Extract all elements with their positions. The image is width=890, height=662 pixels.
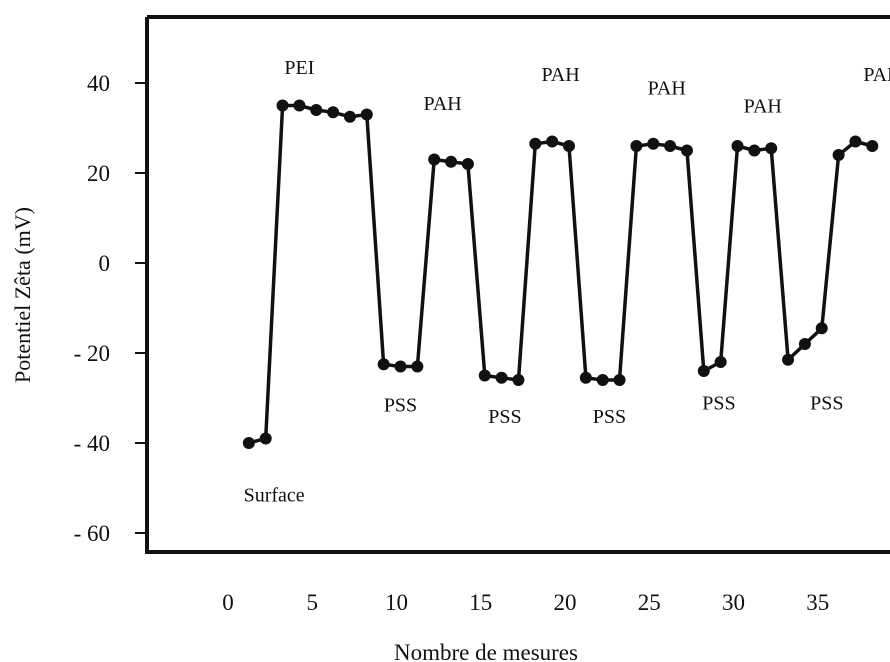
series-group <box>242 99 879 449</box>
data-point <box>714 356 727 368</box>
y-tick-label: - 40 <box>74 431 110 456</box>
y-tick-label: - 60 <box>74 521 110 546</box>
annotation-label: PAH <box>863 64 890 86</box>
data-point <box>529 137 542 150</box>
data-point <box>630 140 643 152</box>
annotation-label: PAH <box>744 95 782 117</box>
data-point <box>798 338 811 350</box>
annotation-label: PSS <box>488 406 521 428</box>
data-point <box>461 158 474 170</box>
annotation-label: PSS <box>384 395 417 417</box>
x-axis: 0 5 10 15 20 25 30 35 <box>222 590 829 615</box>
data-point <box>832 149 845 161</box>
data-point <box>731 140 744 152</box>
data-point <box>259 432 272 445</box>
data-point <box>310 104 323 116</box>
x-tick-labels: 0 5 10 15 20 25 30 35 <box>222 590 829 615</box>
data-point <box>680 144 693 157</box>
x-tick-label: 25 <box>638 590 661 615</box>
annotation-label: PAH <box>541 64 579 86</box>
y-tick-label: 40 <box>87 71 110 96</box>
annotation-label: PSS <box>702 392 735 414</box>
data-point <box>546 135 559 148</box>
y-tick-label: 0 <box>99 251 111 276</box>
y-tick-label: 20 <box>87 161 110 186</box>
data-point <box>343 110 356 123</box>
data-point <box>495 371 508 384</box>
data-point <box>664 140 677 152</box>
annotation-label: PAH <box>424 93 462 115</box>
data-point <box>849 135 862 148</box>
y-tick-labels: 40 20 0 - 20 - 40 - 60 <box>74 71 110 546</box>
x-tick-label: 10 <box>385 590 408 615</box>
data-point <box>765 142 778 155</box>
x-axis-label: Nombre de mesures <box>394 640 578 662</box>
data-point <box>327 106 340 119</box>
data-point <box>411 360 424 373</box>
data-point <box>377 358 390 371</box>
data-point <box>293 99 306 112</box>
data-point <box>512 374 525 386</box>
series-line <box>248 103 873 445</box>
annotation-label: PEI <box>284 57 314 79</box>
data-point <box>242 437 255 449</box>
x-tick-label: 20 <box>554 590 577 615</box>
data-point <box>647 137 660 150</box>
data-point <box>613 374 626 386</box>
annotation-label: PSS <box>810 392 843 414</box>
x-tick-label: 15 <box>469 590 492 615</box>
data-point <box>697 365 710 377</box>
data-point <box>563 140 575 152</box>
annotation-label: PSS <box>593 406 626 428</box>
data-point <box>478 369 491 382</box>
x-tick-label: 0 <box>222 590 234 615</box>
annotation-label: Surface <box>244 485 305 507</box>
y-ticks <box>135 82 147 534</box>
plot-frame <box>145 15 890 554</box>
y-tick-label: - 20 <box>74 341 110 366</box>
data-point <box>748 144 761 157</box>
y-axis: 40 20 0 - 20 - 40 - 60 <box>74 71 147 546</box>
data-point <box>782 353 795 366</box>
x-tick-label: 5 <box>307 590 319 615</box>
data-point <box>360 108 373 121</box>
x-tick-label: 35 <box>806 590 829 615</box>
data-point <box>445 155 458 168</box>
x-tick-label: 30 <box>722 590 745 615</box>
data-point <box>394 360 407 373</box>
data-point <box>866 140 879 152</box>
data-point <box>596 374 609 386</box>
annotations: Surface PEI PAH PSS PSS PAH PSS PAH PSS PAH PSS PAH <box>244 57 890 507</box>
data-point <box>428 153 441 166</box>
data-point <box>579 371 592 384</box>
data-point <box>815 322 828 335</box>
data-point <box>276 99 289 112</box>
y-axis-label: Potentiel Zêta (mV) <box>10 207 35 383</box>
annotation-label: PAH <box>648 77 686 99</box>
